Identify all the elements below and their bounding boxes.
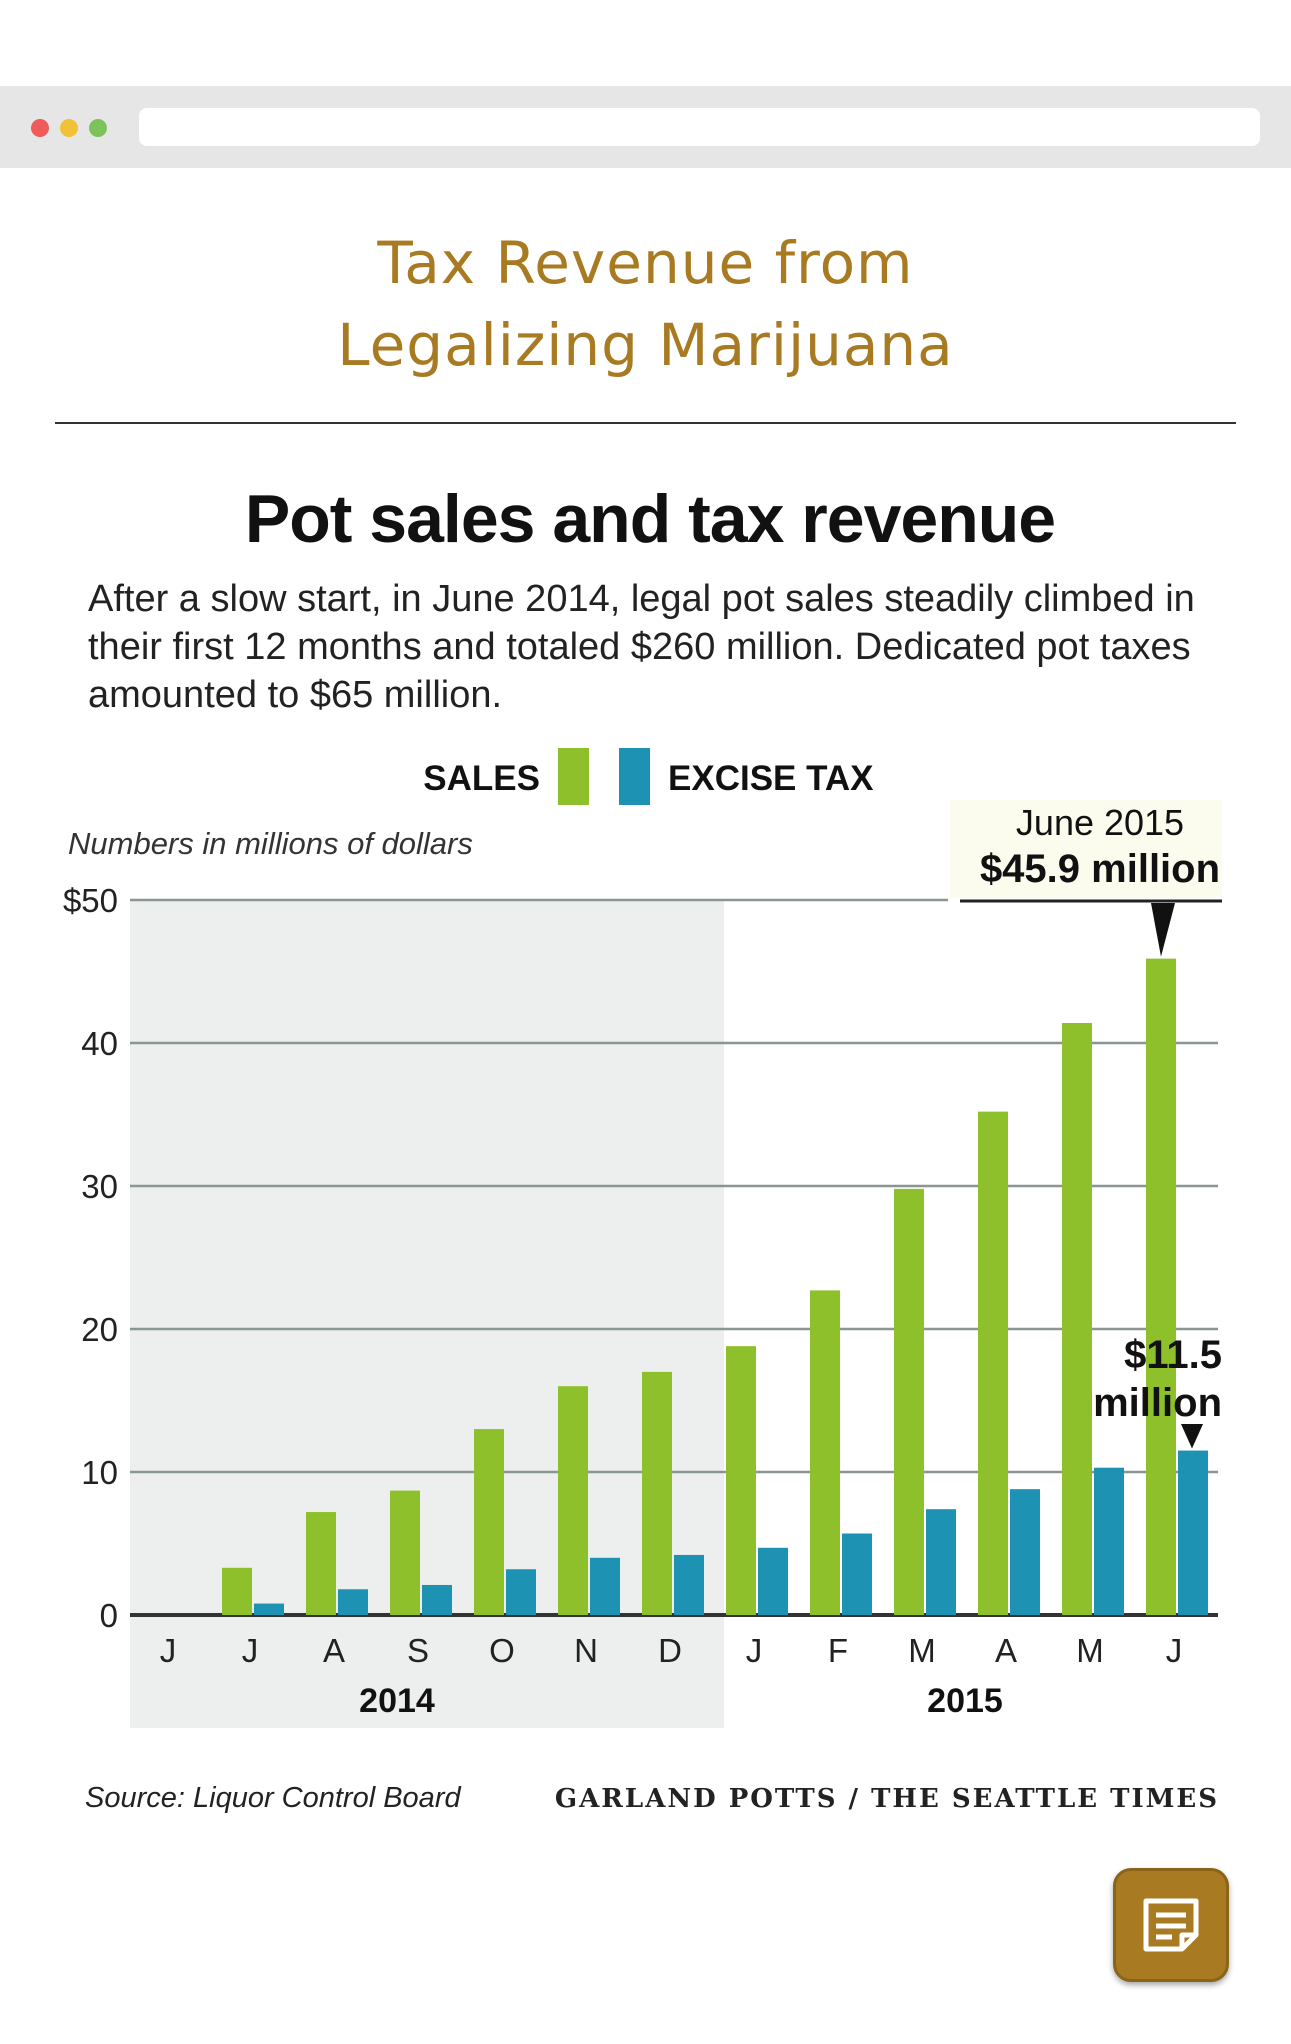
bar-excise-tax [842, 1533, 872, 1615]
x-tick-label: J [1166, 1632, 1183, 1669]
bar-excise-tax [254, 1603, 284, 1615]
bar-sales [810, 1290, 840, 1615]
x-tick-label: A [995, 1632, 1017, 1669]
x-tick-label: J [242, 1632, 259, 1669]
address-bar[interactable] [139, 108, 1260, 146]
year-label-2014: 2014 [359, 1682, 435, 1720]
credit-line: GARLAND POTTS / THE SEATTLE TIMES [554, 1784, 1219, 1814]
bar-sales [1146, 958, 1176, 1615]
legend-swatch-sales [558, 748, 589, 805]
x-tick-label: A [323, 1632, 345, 1669]
bar-excise-tax [758, 1547, 788, 1615]
bar-sales [726, 1346, 756, 1615]
x-tick-label: J [746, 1632, 763, 1669]
page-title: Tax Revenue from Legalizing Marijuana [337, 229, 954, 379]
bar-excise-tax [1094, 1467, 1124, 1615]
bar-sales [390, 1490, 420, 1615]
x-tick-label: J [160, 1632, 177, 1669]
x-tick-label: N [574, 1632, 598, 1669]
annotation-sales-value: $45.9 million [980, 847, 1220, 891]
y-tick-label: 20 [81, 1311, 118, 1348]
annotation-tax-pointer [1181, 1424, 1203, 1449]
annotation-box-sales [950, 800, 1222, 898]
bar-excise-tax [674, 1554, 704, 1615]
bar-sales [642, 1371, 672, 1615]
x-tick-label: D [658, 1632, 682, 1669]
y-tick-label: $50 [63, 882, 118, 919]
legend-swatch-excise-tax [619, 748, 650, 805]
bar-sales [306, 1512, 336, 1615]
y-tick-label: 0 [100, 1597, 118, 1634]
bar-excise-tax [422, 1584, 452, 1615]
source-note: Source: Liquor Control Board [85, 1782, 461, 1814]
bar-excise-tax [1178, 1450, 1208, 1615]
window-maximize-dot[interactable] [89, 119, 107, 137]
bar-excise-tax [506, 1569, 536, 1615]
window-close-dot[interactable] [31, 119, 49, 137]
y-axis-label: Numbers in millions of dollars [68, 826, 473, 861]
chart-title: Pot sales and tax revenue [244, 481, 1056, 557]
bar-excise-tax [590, 1557, 620, 1615]
x-tick-label: S [407, 1632, 429, 1669]
bar-sales [1062, 1022, 1092, 1615]
title-divider [55, 422, 1236, 424]
x-tick-label: O [489, 1632, 515, 1669]
annotation-sales-pointer [1151, 903, 1175, 957]
annotation-sales-date: June 2015 [1016, 802, 1184, 843]
chart-subtitle: After a slow start, in June 2014, legal … [88, 578, 1195, 716]
notes-icon [1143, 1898, 1199, 1952]
legend-label-sales: SALES [423, 759, 540, 798]
annotation-tax-unit: million [1093, 1381, 1222, 1425]
bar-excise-tax [338, 1589, 368, 1615]
x-tick-label: F [828, 1632, 848, 1669]
legend-label-excise-tax: EXCISE TAX [668, 759, 874, 798]
x-tick-label: M [908, 1632, 936, 1669]
bar-sales [222, 1567, 252, 1615]
notes-button[interactable] [1113, 1868, 1229, 1982]
bar-excise-tax [1010, 1489, 1040, 1615]
annotation-tax-value: $11.5 [1124, 1333, 1222, 1377]
window-minimize-dot[interactable] [60, 119, 78, 137]
y-tick-label: 30 [81, 1168, 118, 1205]
y-tick-label: 40 [81, 1025, 118, 1062]
bar-sales [558, 1386, 588, 1615]
x-tick-label: M [1076, 1632, 1104, 1669]
bar-sales [978, 1111, 1008, 1615]
bar-sales [894, 1188, 924, 1615]
y-tick-label: 10 [81, 1454, 118, 1491]
bar-sales [474, 1429, 504, 1615]
year-label-2015: 2015 [927, 1682, 1003, 1720]
bar-excise-tax [926, 1509, 956, 1615]
